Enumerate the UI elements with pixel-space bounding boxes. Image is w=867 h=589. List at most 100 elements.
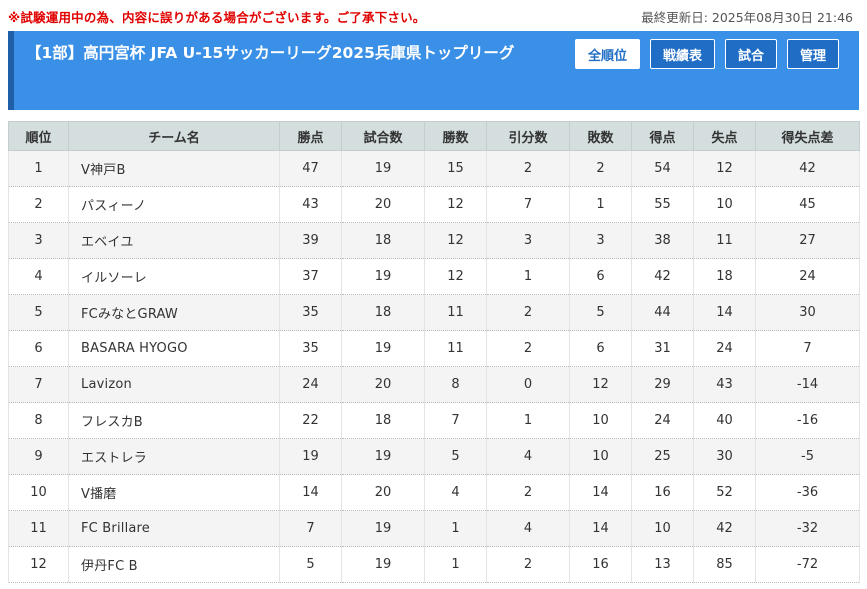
draws-cell: 1 [486,402,570,439]
table-row: 10 V播磨 14 20 4 2 14 16 52 -36 [8,474,860,511]
table-row: 1 V神戸B 47 19 15 2 2 54 12 42 [8,150,860,187]
losses-cell: 14 [569,474,632,511]
played-cell: 19 [341,150,425,187]
played-cell: 20 [341,366,425,403]
goals-for-cell: 55 [631,186,694,223]
points-cell: 14 [279,474,342,511]
table-row: 9 エストレラ 19 19 5 4 10 25 30 -5 [8,438,860,475]
points-cell: 24 [279,366,342,403]
standings-table-body: 1 V神戸B 47 19 15 2 2 54 12 42 2 パスィーノ 43 20 12 7 1 55 10 45 3… [8,150,860,583]
table-row: 7 Lavizon 24 20 8 0 12 29 43 -14 [8,366,860,403]
played-cell: 19 [341,546,425,583]
team-name-cell: V播磨 [68,474,280,511]
points-cell: 19 [279,438,342,475]
losses-cell: 6 [569,258,632,295]
losses-cell: 3 [569,222,632,259]
goals-for-cell: 54 [631,150,694,187]
team-name-cell: イルソーレ [68,258,280,295]
goals-against-cell: 14 [693,294,756,331]
rank-cell: 5 [8,294,69,331]
table-row: 11 FC Brillare 7 19 1 4 14 10 42 -32 [8,510,860,547]
goals-for-cell: 10 [631,510,694,547]
goals-for-cell: 25 [631,438,694,475]
goals-against-cell: 11 [693,222,756,259]
goals-against-cell: 18 [693,258,756,295]
nav-button-standings[interactable]: 全順位 [574,39,640,69]
goals-against-cell: 10 [693,186,756,223]
draws-cell: 2 [486,474,570,511]
rank-cell: 4 [8,258,69,295]
table-row: 12 伊丹FC B 5 19 1 2 16 13 85 -72 [8,546,860,583]
table-row: 4 イルソーレ 37 19 12 1 6 42 18 24 [8,258,860,295]
draws-cell: 0 [486,366,570,403]
column-header-goals-against: 失点 [693,121,756,151]
league-title: 【1部】高円宮杯 JFA U-15サッカーリーグ2025兵庫県トップリーグ [26,44,515,62]
column-header-draws: 引分数 [486,121,570,151]
team-name-cell: パスィーノ [68,186,280,223]
wins-cell: 12 [424,222,487,259]
goal-difference-cell: -36 [755,474,860,511]
table-row: 3 エベイユ 39 18 12 3 3 38 11 27 [8,222,860,259]
points-cell: 35 [279,330,342,367]
wins-cell: 4 [424,474,487,511]
column-header-team: チーム名 [68,121,280,151]
draws-cell: 4 [486,510,570,547]
table-row: 5 FCみなとGRAW 35 18 11 2 5 44 14 30 [8,294,860,331]
rank-cell: 11 [8,510,69,547]
goals-for-cell: 24 [631,402,694,439]
played-cell: 20 [341,474,425,511]
points-cell: 7 [279,510,342,547]
goal-difference-cell: 24 [755,258,860,295]
wins-cell: 15 [424,150,487,187]
trial-notice: ※試験運用中の為、内容に誤りがある場合がございます。ご了承下さい。 [8,10,426,25]
draws-cell: 2 [486,294,570,331]
wins-cell: 12 [424,186,487,223]
header-nav: 全順位 戦績表 試合 管理 [574,39,839,69]
column-header-losses: 敗数 [569,121,632,151]
league-header: 【1部】高円宮杯 JFA U-15サッカーリーグ2025兵庫県トップリーグ 全順… [8,31,859,110]
table-row: 8 フレスカB 22 18 7 1 10 24 40 -16 [8,402,860,439]
goals-against-cell: 12 [693,150,756,187]
table-row: 6 BASARA HYOGO 35 19 11 2 6 31 24 7 [8,330,860,367]
goals-against-cell: 24 [693,330,756,367]
draws-cell: 2 [486,330,570,367]
table-row: 2 パスィーノ 43 20 12 7 1 55 10 45 [8,186,860,223]
points-cell: 37 [279,258,342,295]
wins-cell: 5 [424,438,487,475]
points-cell: 47 [279,150,342,187]
draws-cell: 7 [486,186,570,223]
goal-difference-cell: 45 [755,186,860,223]
goal-difference-cell: 30 [755,294,860,331]
wins-cell: 1 [424,510,487,547]
wins-cell: 1 [424,546,487,583]
nav-button-results-grid[interactable]: 戦績表 [649,39,715,69]
losses-cell: 16 [569,546,632,583]
goal-difference-cell: -5 [755,438,860,475]
goals-for-cell: 31 [631,330,694,367]
played-cell: 19 [341,510,425,547]
goals-against-cell: 42 [693,510,756,547]
wins-cell: 11 [424,330,487,367]
losses-cell: 14 [569,510,632,547]
goals-against-cell: 30 [693,438,756,475]
standings-table-wrapper: 順位 チーム名 勝点 試合数 勝数 引分数 敗数 得点 失点 得失点差 1 V神戸… [8,121,860,583]
losses-cell: 6 [569,330,632,367]
goal-difference-cell: 42 [755,150,860,187]
nav-button-matches[interactable]: 試合 [724,39,777,69]
team-name-cell: 伊丹FC B [68,546,280,583]
goal-difference-cell: 7 [755,330,860,367]
rank-cell: 6 [8,330,69,367]
rank-cell: 1 [8,150,69,187]
standings-table: 順位 チーム名 勝点 試合数 勝数 引分数 敗数 得点 失点 得失点差 1 V神戸… [8,121,860,583]
points-cell: 39 [279,222,342,259]
played-cell: 19 [341,438,425,475]
rank-cell: 8 [8,402,69,439]
goal-difference-cell: -72 [755,546,860,583]
team-name-cell: フレスカB [68,402,280,439]
nav-button-admin[interactable]: 管理 [786,39,839,69]
last-updated: 最終更新日: 2025年08月30日 21:46 [641,10,853,25]
goals-for-cell: 29 [631,366,694,403]
team-name-cell: BASARA HYOGO [68,330,280,367]
team-name-cell: FC Brillare [68,510,280,547]
played-cell: 19 [341,330,425,367]
